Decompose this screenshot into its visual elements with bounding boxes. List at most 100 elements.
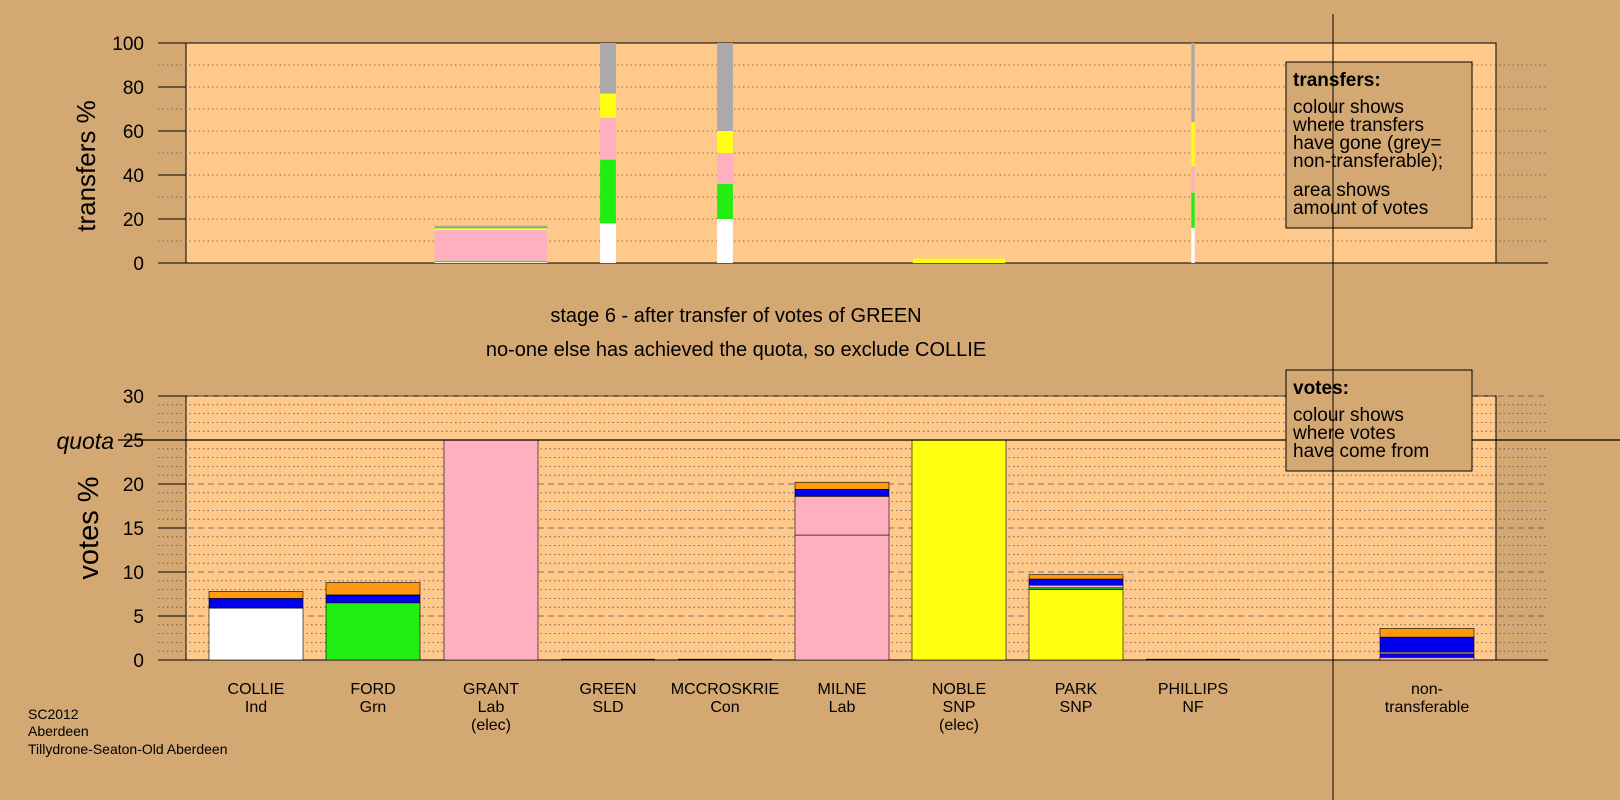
candidate-party-label: NF: [1182, 699, 1204, 716]
votes-y-tick-label: 5: [133, 607, 144, 628]
votes-bar-collie: [208, 591, 304, 661]
candidate-party-label: SNP: [943, 699, 976, 716]
votes-bars: [118, 439, 1620, 661]
votes-bar-segment: [208, 591, 304, 599]
votes-bar-segment: [1028, 589, 1124, 661]
candidate-party-label: SLD: [592, 699, 623, 716]
votes-bar-segment: [794, 534, 890, 661]
votes-bar-segment: [1379, 657, 1475, 661]
transfers-grid: [158, 64, 1548, 264]
transfers-bar-segment: [1191, 43, 1195, 123]
candidate-name-label: FORD: [350, 681, 395, 698]
transfers-y-tick-label: 80: [123, 78, 144, 99]
transfers-y-tick-label: 100: [112, 34, 144, 55]
footer-ward: Tillydrone-Seaton-Old Aberdeen: [28, 741, 228, 757]
votes-bar-segment: [208, 598, 304, 609]
transfers-legend-line: have gone (grey=: [1293, 133, 1441, 154]
votes-legend-line: have come from: [1293, 441, 1429, 462]
transfers-bar-noble: [912, 258, 1006, 263]
votes-y-tick-label: 0: [133, 651, 144, 672]
transfers-bar-segment: [717, 153, 733, 184]
votes-bar-segment: [1379, 653, 1475, 658]
transfers-bar-segment: [434, 225, 548, 227]
votes-bar-segment: [325, 582, 421, 596]
candidate-name-label: GRANT: [463, 681, 519, 698]
transfers-bar-segment: [1191, 122, 1195, 167]
action-caption: no-one else has achieved the quota, so e…: [486, 339, 986, 361]
transfers-bar-segment: [717, 131, 733, 153]
candidate-name-label: non-: [1411, 681, 1443, 698]
transfers-bar-segment: [434, 228, 548, 230]
candidate-party-label: transferable: [1385, 699, 1470, 716]
votes-legend: votes: colour shows where votes have com…: [1285, 369, 1473, 472]
transfers-bar-segment: [600, 117, 616, 160]
transfers-y-axis-label: transfers %: [71, 100, 101, 232]
votes-bar-non: [1379, 628, 1475, 661]
candidate-name-label: MCCROSKRIE: [671, 681, 779, 698]
transfers-legend-line: amount of votes: [1293, 198, 1428, 219]
transfers-bar-phillips: [1191, 43, 1195, 263]
candidate-name-label: NOBLE: [932, 681, 986, 698]
transfers-bar-segment: [434, 226, 548, 229]
votes-y-tick-label: 10: [123, 563, 144, 584]
votes-bar-segment: [1379, 628, 1475, 638]
votes-y-tick-label: 20: [123, 475, 144, 496]
transfers-bar-segment: [912, 258, 1006, 263]
votes-bar-segment: [325, 602, 421, 661]
votes-bar-segment: [443, 439, 539, 661]
transfers-bar-segment: [600, 93, 616, 118]
candidate-party-label: Lab: [478, 699, 505, 716]
votes-bar-segment: [794, 481, 890, 490]
votes-bar-segment: [794, 488, 890, 497]
transfers-bar-green: [600, 43, 616, 263]
transfers-bar-segment: [1191, 227, 1195, 263]
votes-y-tick-label: 30: [123, 387, 144, 408]
transfers-bar-segment: [434, 230, 548, 261]
votes-bar-park: [1028, 574, 1124, 661]
votes-bar-segment: [794, 496, 890, 536]
transfers-bar-segment: [1191, 166, 1195, 193]
candidate-name-label: MILNE: [818, 681, 867, 698]
votes-bar-ford: [325, 582, 421, 661]
votes-bar-noble: [911, 439, 1007, 661]
votes-y-axis-label: votes %: [73, 476, 105, 579]
candidate-party-label: Lab: [829, 699, 856, 716]
transfers-bar-segment: [717, 183, 733, 219]
transfers-bar-grant: [434, 225, 548, 263]
stage-caption: stage 6 - after transfer of votes of GRE…: [550, 305, 921, 327]
votes-legend-line: where votes: [1292, 423, 1395, 444]
transfers-legend-line: where transfers: [1292, 115, 1424, 136]
transfers-bars: [434, 43, 1195, 263]
votes-x-labels: COLLIEIndFORDGrnGRANTLab(elec)GREENSLDMC…: [228, 681, 1470, 734]
candidate-name-label: COLLIE: [228, 681, 285, 698]
candidate-name-label: GREEN: [580, 681, 637, 698]
transfers-bar-segment: [600, 43, 616, 94]
transfers-legend-line: non-transferable);: [1293, 151, 1443, 172]
transfers-bar-mccroskrie: [717, 43, 733, 263]
candidate-party-label: Con: [710, 699, 739, 716]
transfers-y-tick-label: 20: [123, 210, 144, 231]
transfers-bar-segment: [600, 159, 616, 224]
votes-y-tick-label: 25: [123, 431, 144, 452]
footer-election: SC2012: [28, 706, 79, 722]
votes-bar-segment: [1379, 636, 1475, 653]
quota-label: quota: [56, 428, 114, 454]
transfers-bar-segment: [717, 43, 733, 131]
votes-bar-segment: [911, 439, 1007, 661]
votes-bar-segment: [1028, 584, 1124, 589]
candidate-party-label: Grn: [360, 699, 387, 716]
transfers-y-ticks: 0 20 40 60 80 100: [112, 34, 186, 275]
candidate-name-label: PARK: [1055, 681, 1098, 698]
candidate-status-label: (elec): [939, 717, 979, 734]
votes-bar-segment: [1028, 574, 1124, 580]
transfers-y-tick-label: 0: [133, 254, 144, 275]
votes-bar-grant: [443, 439, 539, 661]
candidate-name-label: PHILLIPS: [1158, 681, 1228, 698]
candidate-status-label: (elec): [471, 717, 511, 734]
candidate-party-label: SNP: [1060, 699, 1093, 716]
votes-y-tick-label: 15: [123, 519, 144, 540]
transfers-bar-segment: [1191, 192, 1195, 228]
